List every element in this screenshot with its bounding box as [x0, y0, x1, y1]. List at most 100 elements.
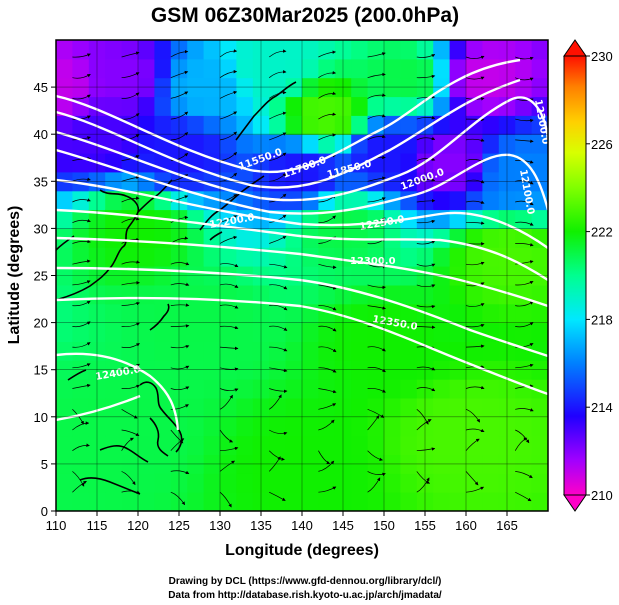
- field-cell: [400, 153, 418, 173]
- streamline: [121, 175, 140, 182]
- streamline: [170, 386, 190, 391]
- field-cell: [236, 40, 254, 60]
- field-cell: [88, 322, 106, 342]
- field-cell: [154, 115, 172, 135]
- streamline: [72, 383, 91, 389]
- streamline: [318, 367, 337, 373]
- streamline: [269, 367, 288, 373]
- field-cell: [269, 58, 287, 79]
- field-cell: [302, 398, 319, 418]
- field-cell: [466, 190, 483, 211]
- field-cell: [105, 40, 123, 60]
- field-cell: [367, 435, 385, 455]
- field-cell: [285, 115, 303, 135]
- field-cell: [367, 96, 385, 116]
- field-cell: [187, 40, 205, 60]
- field-cell: [466, 435, 483, 455]
- field-cell: [384, 40, 401, 60]
- field-cell: [318, 454, 336, 474]
- field-cell: [88, 435, 106, 455]
- field-cell: [154, 322, 172, 342]
- streamline: [170, 429, 184, 444]
- field-cell: [203, 247, 221, 267]
- field-cell: [220, 247, 237, 267]
- streamline: [121, 72, 140, 79]
- field-cell: [105, 190, 123, 211]
- field-cell: [88, 190, 106, 211]
- streamline: [269, 111, 287, 120]
- streamline: [219, 346, 239, 351]
- field-cell: [154, 454, 172, 474]
- field-cell: [269, 303, 287, 324]
- streamline: [219, 388, 239, 392]
- streamline: [515, 471, 533, 479]
- field-cell: [220, 322, 237, 342]
- field-cell: [236, 96, 254, 116]
- field-cell: [88, 134, 106, 154]
- field-cell: [318, 341, 336, 361]
- streamline: [367, 450, 383, 462]
- colorbar-tick-label: 226: [591, 137, 613, 152]
- field-cell: [515, 247, 533, 267]
- field-cell: [515, 492, 533, 511]
- streamline: [416, 471, 431, 484]
- field-cell: [88, 303, 106, 324]
- field-cell: [88, 379, 106, 399]
- field-cell: [154, 473, 172, 493]
- field-cell: [72, 379, 90, 399]
- streamline: [72, 53, 91, 58]
- streamline: [72, 342, 91, 348]
- field-cell: [56, 153, 73, 173]
- streamline: [318, 460, 335, 472]
- field-cell: [220, 473, 237, 493]
- field-cell: [449, 58, 467, 79]
- field-cell: [72, 190, 90, 211]
- field-cell: [515, 454, 533, 474]
- field-cell: [269, 416, 287, 437]
- field-cell: [220, 96, 237, 116]
- field-cell: [351, 398, 369, 418]
- field-cell: [88, 247, 106, 267]
- field-cell: [318, 134, 336, 154]
- streamline: [515, 221, 534, 226]
- field-cell: [88, 454, 106, 474]
- field-cell: [138, 492, 155, 511]
- streamline: [515, 260, 534, 265]
- field-cell: [482, 96, 500, 116]
- field-cell: [154, 190, 172, 211]
- field-cell: [187, 492, 205, 511]
- field-cell: [138, 209, 155, 229]
- streamline: [318, 50, 337, 58]
- streamline: [72, 94, 91, 100]
- field-cell: [449, 153, 467, 173]
- field-cell: [531, 435, 548, 455]
- x-tick-label: 145: [332, 518, 354, 533]
- field-cell: [220, 228, 237, 248]
- streamline: [219, 429, 234, 443]
- field-cell: [187, 247, 205, 267]
- streamline: [72, 443, 90, 451]
- field-cell: [187, 115, 205, 135]
- field-cell: [203, 398, 221, 418]
- streamline: [465, 282, 485, 287]
- field-cell: [203, 492, 221, 511]
- field-cell: [203, 115, 221, 135]
- streamline: [219, 491, 232, 508]
- streamline: [465, 486, 485, 493]
- streamline: [318, 215, 336, 224]
- field-cell: [105, 341, 123, 361]
- field-cell: [318, 322, 336, 342]
- colorbar-tick-label: 222: [591, 225, 613, 240]
- field-cell: [449, 435, 467, 455]
- field-cell: [482, 134, 500, 154]
- y-tick-label: 5: [41, 457, 48, 472]
- field-cell: [105, 58, 123, 79]
- field-cell: [531, 228, 548, 248]
- field-cell: [285, 228, 303, 248]
- streamline: [269, 346, 288, 352]
- field-cell: [236, 228, 254, 248]
- streamline: [515, 408, 534, 412]
- streamline: [170, 438, 185, 451]
- field-cell: [154, 398, 172, 418]
- field-cell: [138, 322, 155, 342]
